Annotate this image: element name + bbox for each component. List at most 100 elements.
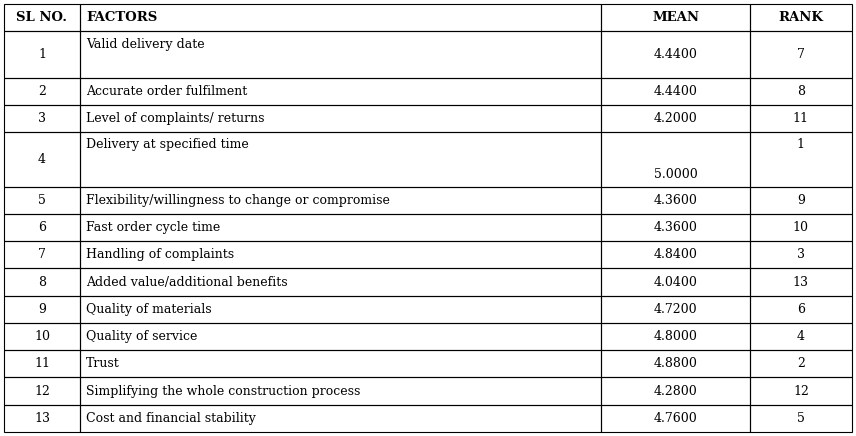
- Bar: [4, 187, 80, 214]
- Text: Fast order cycle time: Fast order cycle time: [86, 221, 220, 234]
- Bar: [750, 296, 852, 323]
- Bar: [80, 378, 602, 405]
- Bar: [80, 214, 602, 241]
- Bar: [4, 105, 80, 132]
- Text: 4.3600: 4.3600: [654, 194, 698, 207]
- Text: Trust: Trust: [86, 358, 120, 370]
- Bar: [4, 296, 80, 323]
- Bar: [80, 105, 602, 132]
- Bar: [602, 269, 750, 296]
- Bar: [602, 105, 750, 132]
- Bar: [602, 187, 750, 214]
- Text: 4.7200: 4.7200: [654, 303, 698, 316]
- Text: 4.2800: 4.2800: [654, 385, 698, 398]
- Bar: [750, 323, 852, 350]
- Text: 12: 12: [793, 385, 809, 398]
- Text: 4.7600: 4.7600: [654, 412, 698, 425]
- Bar: [4, 132, 80, 187]
- Bar: [750, 31, 852, 78]
- Text: Quality of materials: Quality of materials: [86, 303, 211, 316]
- Text: 1: 1: [38, 48, 46, 61]
- Bar: [602, 241, 750, 269]
- Text: 10: 10: [793, 221, 809, 234]
- Bar: [4, 214, 80, 241]
- Text: 11: 11: [793, 112, 809, 125]
- Bar: [80, 78, 602, 105]
- Bar: [602, 405, 750, 432]
- Text: 12: 12: [34, 385, 50, 398]
- Bar: [4, 323, 80, 350]
- Text: 2: 2: [38, 85, 46, 98]
- Bar: [80, 187, 602, 214]
- Text: 8: 8: [797, 85, 805, 98]
- Text: 4.0400: 4.0400: [654, 276, 698, 289]
- Bar: [4, 78, 80, 105]
- Text: 4: 4: [797, 330, 805, 343]
- Bar: [4, 105, 80, 132]
- Bar: [80, 241, 602, 269]
- Text: 5.0000: 5.0000: [654, 168, 698, 181]
- Bar: [4, 405, 80, 432]
- Bar: [602, 4, 750, 31]
- Bar: [4, 187, 80, 214]
- Bar: [4, 350, 80, 378]
- Bar: [80, 31, 602, 78]
- Text: Handling of complaints: Handling of complaints: [86, 249, 234, 261]
- Bar: [4, 4, 80, 31]
- Bar: [80, 296, 602, 323]
- Bar: [750, 78, 852, 105]
- Bar: [750, 78, 852, 105]
- Text: 6: 6: [38, 221, 46, 234]
- Text: Added value/additional benefits: Added value/additional benefits: [86, 276, 288, 289]
- Bar: [4, 323, 80, 350]
- Bar: [602, 378, 750, 405]
- Bar: [750, 405, 852, 432]
- Bar: [750, 269, 852, 296]
- Bar: [602, 214, 750, 241]
- Bar: [80, 4, 602, 31]
- Bar: [4, 241, 80, 269]
- Bar: [80, 378, 602, 405]
- Bar: [750, 405, 852, 432]
- Text: 4.2000: 4.2000: [654, 112, 698, 125]
- Bar: [80, 132, 602, 187]
- Text: 7: 7: [797, 48, 805, 61]
- Text: Valid delivery date: Valid delivery date: [86, 38, 205, 51]
- Bar: [750, 296, 852, 323]
- Bar: [750, 269, 852, 296]
- Bar: [750, 350, 852, 378]
- Bar: [750, 187, 852, 214]
- Bar: [4, 31, 80, 78]
- Bar: [602, 241, 750, 269]
- Bar: [602, 350, 750, 378]
- Text: 8: 8: [38, 276, 46, 289]
- Text: 4.4400: 4.4400: [654, 48, 698, 61]
- Bar: [80, 241, 602, 269]
- Bar: [4, 296, 80, 323]
- Text: MEAN: MEAN: [652, 11, 699, 24]
- Text: 3: 3: [38, 112, 46, 125]
- Bar: [4, 4, 80, 31]
- Bar: [602, 132, 750, 187]
- Bar: [750, 323, 852, 350]
- Text: Level of complaints/ returns: Level of complaints/ returns: [86, 112, 265, 125]
- Text: Flexibility/willingness to change or compromise: Flexibility/willingness to change or com…: [86, 194, 389, 207]
- Bar: [80, 31, 602, 78]
- Text: 5: 5: [38, 194, 46, 207]
- Bar: [602, 4, 750, 31]
- Bar: [80, 350, 602, 378]
- Bar: [80, 405, 602, 432]
- Text: 2: 2: [797, 358, 805, 370]
- Text: Accurate order fulfilment: Accurate order fulfilment: [86, 85, 247, 98]
- Bar: [80, 132, 602, 187]
- Bar: [750, 105, 852, 132]
- Bar: [80, 296, 602, 323]
- Bar: [80, 105, 602, 132]
- Text: 7: 7: [38, 249, 46, 261]
- Bar: [4, 350, 80, 378]
- Bar: [750, 132, 852, 187]
- Text: SL NO.: SL NO.: [16, 11, 68, 24]
- Bar: [4, 269, 80, 296]
- Bar: [602, 350, 750, 378]
- Bar: [602, 78, 750, 105]
